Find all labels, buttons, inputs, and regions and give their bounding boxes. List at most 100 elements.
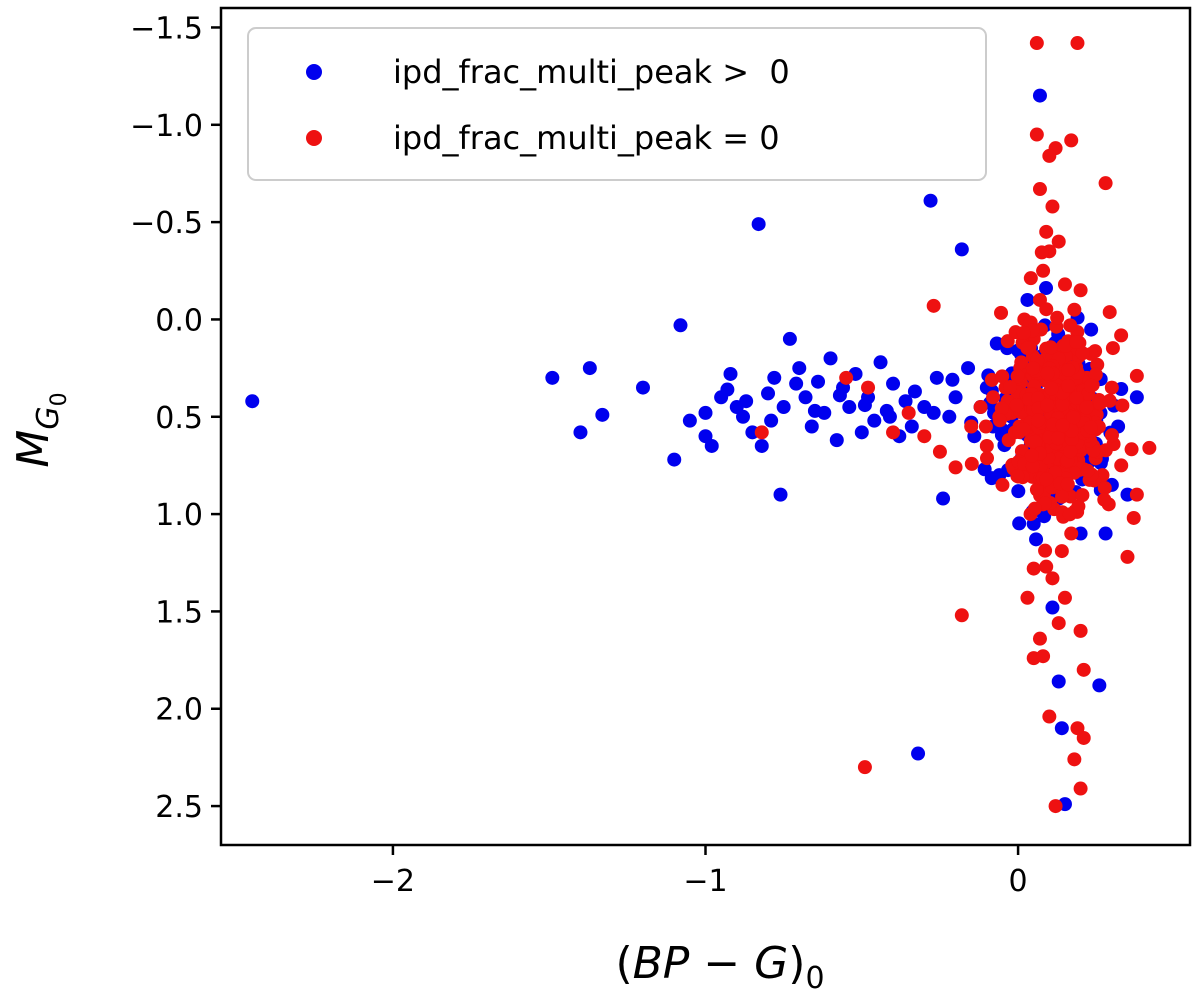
scatter-point-multi-peak-positive [954, 242, 969, 257]
scatter-point-multi-peak-positive [698, 405, 713, 420]
scatter-point-multi-peak-zero [1115, 398, 1130, 413]
scatter-point-multi-peak-positive [811, 374, 826, 389]
scatter-point-multi-peak-positive [1045, 600, 1060, 615]
scatter-point-multi-peak-zero [1060, 477, 1075, 492]
scatter-point-multi-peak-zero [1102, 305, 1117, 320]
scatter-point-multi-peak-zero [1039, 559, 1054, 574]
scatter-point-multi-peak-positive [1029, 532, 1044, 547]
scatter-point-multi-peak-positive [761, 386, 776, 401]
scatter-point-multi-peak-zero [1120, 549, 1135, 564]
scatter-point-multi-peak-positive [854, 425, 869, 440]
scatter-point-multi-peak-zero [1014, 355, 1029, 370]
scatter-point-multi-peak-zero [1070, 36, 1085, 51]
scatter-point-multi-peak-zero [1040, 398, 1055, 413]
scatter-point-multi-peak-zero [995, 369, 1010, 384]
scatter-point-multi-peak-zero [1069, 391, 1084, 406]
scatter-point-multi-peak-positive [582, 361, 597, 376]
scatter-point-multi-peak-zero [1079, 400, 1094, 415]
scatter-point-multi-peak-zero [992, 413, 1007, 428]
scatter-point-multi-peak-zero [932, 444, 947, 459]
y-tick-label: 2.5 [155, 790, 203, 825]
scatter-point-multi-peak-zero [1063, 444, 1078, 459]
scatter-point-multi-peak-zero [948, 460, 963, 475]
scatter-point-multi-peak-zero [1036, 649, 1051, 664]
scatter-point-multi-peak-zero [901, 405, 916, 420]
scatter-point-multi-peak-positive [776, 400, 791, 415]
scatter-point-multi-peak-zero [1055, 489, 1070, 504]
legend-label-multi-peak-positive: ipd_frac_multi_peak > 0 [393, 53, 790, 91]
scatter-point-multi-peak-zero [979, 438, 994, 453]
scatter-point-multi-peak-zero [1064, 133, 1079, 148]
scatter-point-multi-peak-zero [986, 390, 1001, 405]
scatter-point-multi-peak-zero [1061, 378, 1076, 393]
scatter-point-multi-peak-zero [1083, 378, 1098, 393]
scatter-point-multi-peak-zero [1029, 482, 1044, 497]
x-axis-label: (BP − G)0 [615, 938, 824, 993]
scatter-point-multi-peak-positive [751, 217, 766, 232]
scatter-point-multi-peak-zero [964, 456, 979, 471]
scatter-point-multi-peak-zero [1054, 544, 1069, 559]
scatter-point-multi-peak-zero [1104, 380, 1119, 395]
scatter-point-multi-peak-zero [1076, 662, 1091, 677]
scatter-point-multi-peak-positive [886, 376, 901, 391]
scatter-point-multi-peak-zero [1073, 781, 1088, 796]
scatter-point-multi-peak-zero [1023, 271, 1038, 286]
scatter-point-multi-peak-zero [1080, 463, 1095, 478]
legend-frame [247, 27, 987, 181]
scatter-point-multi-peak-positive [545, 370, 560, 385]
scatter-point-multi-peak-zero [1104, 428, 1119, 443]
scatter-point-multi-peak-zero [1097, 480, 1112, 495]
scatter-point-multi-peak-positive [635, 380, 650, 395]
scatter-point-multi-peak-zero [861, 380, 876, 395]
scatter-point-multi-peak-zero [1050, 310, 1065, 325]
scatter-point-multi-peak-positive [857, 398, 872, 413]
scatter-point-multi-peak-zero [1129, 368, 1144, 383]
scatter-point-multi-peak-positive [764, 413, 779, 428]
scatter-point-multi-peak-zero [1069, 335, 1084, 350]
scatter-point-multi-peak-zero [1039, 224, 1054, 239]
scatter-point-multi-peak-positive [898, 394, 913, 409]
scatter-point-multi-peak-zero [995, 477, 1010, 492]
scatter-point-multi-peak-zero [1114, 328, 1129, 343]
scatter-point-multi-peak-positive [832, 388, 847, 403]
scatter-point-multi-peak-zero [1114, 458, 1129, 473]
scatter-point-multi-peak-positive [842, 400, 857, 415]
scatter-point-multi-peak-positive [736, 409, 751, 424]
scatter-point-multi-peak-positive [1039, 281, 1054, 296]
scatter-point-multi-peak-zero [1010, 469, 1025, 484]
scatter-point-multi-peak-zero [1073, 623, 1088, 638]
scatter-point-multi-peak-zero [1093, 396, 1108, 411]
y-axis-label: MG0 [8, 392, 72, 467]
scatter-point-multi-peak-zero [1050, 431, 1065, 446]
scatter-point-multi-peak-zero [978, 419, 993, 434]
scatter-point-multi-peak-zero [1028, 434, 1043, 449]
scatter-point-multi-peak-zero [1057, 590, 1072, 605]
y-tick-label: −1.0 [130, 109, 203, 144]
scatter-point-multi-peak-zero [1083, 420, 1098, 435]
scatter-point-multi-peak-zero [926, 298, 941, 313]
scatter-point-multi-peak-zero [1045, 571, 1060, 586]
scatter-point-multi-peak-zero [1057, 277, 1072, 292]
scatter-point-multi-peak-zero [1039, 302, 1054, 317]
scatter-point-multi-peak-zero [1032, 182, 1047, 197]
scatter-point-multi-peak-positive [789, 376, 804, 391]
legend: ipd_frac_multi_peak > 0 ipd_frac_multi_p… [247, 27, 987, 181]
scatter-point-multi-peak-positive [923, 193, 938, 208]
scatter-point-multi-peak-zero [1062, 507, 1077, 522]
x-axis: −2 −1 0 [371, 845, 1028, 899]
scatter-point-multi-peak-positive [1051, 674, 1066, 689]
scatter-point-multi-peak-zero [1020, 590, 1035, 605]
scatter-point-multi-peak-positive [720, 382, 735, 397]
scatter-point-multi-peak-zero [1039, 472, 1054, 487]
scatter-point-multi-peak-zero [917, 429, 932, 444]
scatter-point-multi-peak-positive [873, 355, 888, 370]
scatter-point-multi-peak-positive [882, 409, 897, 424]
scatter-point-multi-peak-zero [886, 425, 901, 440]
scatter-point-multi-peak-zero [1025, 459, 1040, 474]
scatter-point-multi-peak-zero [1048, 799, 1063, 814]
scatter-point-multi-peak-positive [798, 390, 813, 405]
scatter-point-multi-peak-zero [1073, 283, 1088, 298]
scatter-point-multi-peak-positive [977, 462, 992, 477]
scatter-point-multi-peak-zero [1042, 148, 1057, 163]
